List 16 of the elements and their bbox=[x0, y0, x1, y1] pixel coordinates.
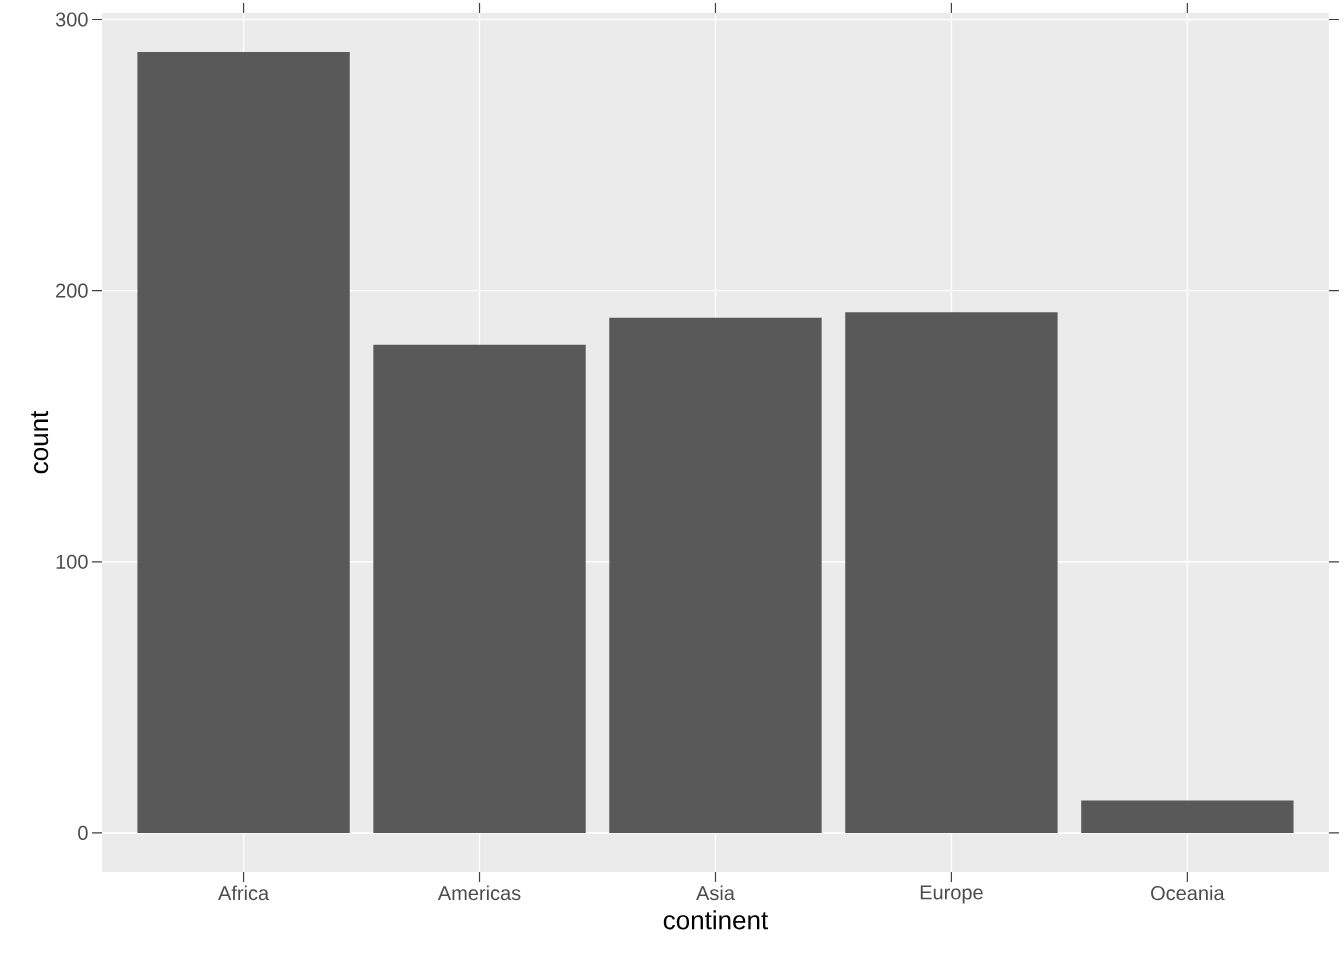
x-tick-label: Europe bbox=[920, 885, 983, 904]
x-tick-label: Americas bbox=[437, 885, 521, 901]
y-tick-label: 100 bbox=[56, 554, 88, 569]
bar bbox=[1081, 800, 1294, 833]
y-axis-title: count bbox=[31, 410, 49, 474]
bar bbox=[845, 312, 1058, 833]
x-tick-label: Africa bbox=[218, 885, 270, 901]
y-tick-label: 0 bbox=[78, 825, 88, 841]
x-tick-label: Asia bbox=[696, 885, 735, 901]
x-axis-title: continent bbox=[663, 910, 769, 930]
bar bbox=[137, 52, 350, 833]
y-tick-label: 300 bbox=[55, 12, 88, 27]
x-tick-label: Oceania bbox=[1151, 885, 1225, 901]
bar bbox=[609, 317, 822, 833]
bar bbox=[373, 344, 586, 833]
y-tick-label: 200 bbox=[56, 283, 88, 298]
